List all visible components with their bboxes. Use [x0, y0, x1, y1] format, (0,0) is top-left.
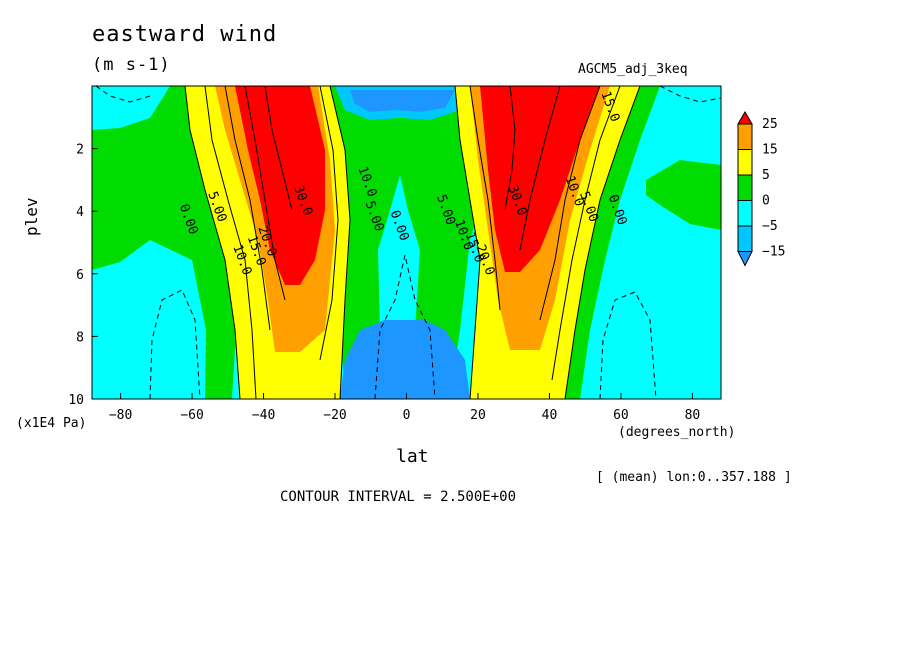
mean-label: [ (mean) lon:0..357.188 ]: [596, 470, 792, 485]
colorbar-segment: [737, 200, 753, 227]
colorbar-label: 5: [762, 168, 770, 183]
colorbar-label: −15: [762, 245, 785, 260]
field-0-5-ne: [646, 160, 721, 230]
x-tick-label: −80: [109, 408, 132, 423]
x-tick-label: 80: [685, 408, 701, 423]
colorbar-segment: [737, 149, 753, 176]
x-axis-label: lat: [396, 446, 429, 467]
colorbar-arrow-bottom: [737, 251, 753, 267]
contour-fields: [92, 86, 721, 399]
y-axis-label: plev: [22, 197, 41, 236]
colorbar-arrow-top: [737, 111, 753, 125]
colorbar-label: 0: [762, 194, 770, 209]
x-tick-label: 20: [470, 408, 486, 423]
field-gt25-north: [480, 86, 600, 272]
y-tick-label: 2: [76, 143, 84, 158]
colorbar-segment: [737, 123, 753, 150]
colorbar-label: 15: [762, 143, 778, 158]
colorbar: 25 15 5 0 −5 −15: [737, 111, 785, 267]
dataset-label: AGCM5_adj_3keq: [578, 62, 688, 77]
x-tick-label: −40: [252, 408, 275, 423]
field-0-5-north: [555, 86, 660, 399]
x-tick-label: 60: [613, 408, 629, 423]
x-tick-label: 40: [542, 408, 558, 423]
chart-units: (m s-1): [92, 55, 171, 75]
dashed-contours: [95, 86, 721, 399]
colorbar-label: 25: [762, 117, 778, 132]
y-tick-label: 8: [76, 330, 84, 345]
y-axis: 2 4 6 8 10: [68, 143, 98, 408]
chart-title: eastward wind: [92, 22, 278, 47]
colorbar-segment: [737, 225, 753, 252]
x-axis-unit: (degrees_north): [618, 425, 736, 440]
y-tick-label: 6: [76, 268, 84, 283]
field-surface-easterly: [340, 320, 470, 399]
y-tick-label: 10: [68, 393, 84, 408]
colorbar-label: −5: [762, 219, 778, 234]
x-tick-label: 0: [403, 408, 411, 423]
y-tick-label: 4: [76, 205, 84, 220]
contour-lines: [184, 86, 641, 399]
colorbar-segment: [737, 174, 753, 201]
x-axis: −80 −60 −40 −20 0 20 40 60 80: [109, 393, 700, 423]
x-tick-label: −20: [323, 408, 346, 423]
contour-interval: CONTOUR INTERVAL = 2.500E+00: [280, 489, 517, 505]
field-gt25-south: [235, 86, 325, 285]
x-tick-label: −60: [180, 408, 203, 423]
y-axis-unit: (x1E4 Pa): [16, 416, 87, 431]
field-easterly-core: [350, 90, 455, 112]
